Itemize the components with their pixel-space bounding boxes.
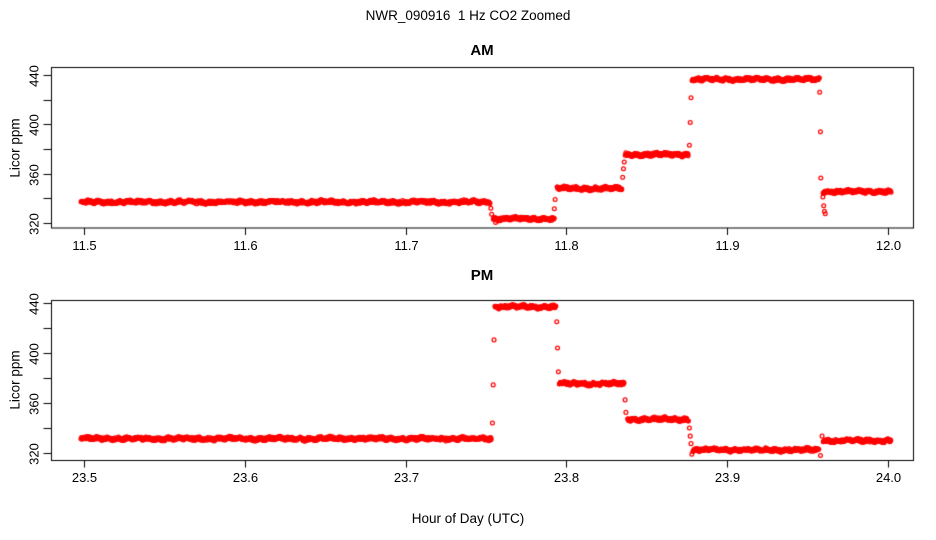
x-axis-label: Hour of Day (UTC) [411, 511, 525, 526]
am-panel-title: AM [470, 42, 494, 59]
y-tick-label: 360 [26, 163, 42, 186]
pm-panel-title: PM [470, 267, 494, 284]
x-tick-label: 12.0 [875, 238, 902, 253]
x-tick-label: 11.9 [715, 238, 740, 253]
x-tick-label: 23.9 [714, 470, 741, 485]
y-tick-label: 320 [26, 212, 42, 235]
x-tick-label: 23.7 [393, 470, 420, 485]
x-tick-label: 23.8 [553, 470, 580, 485]
pm-y-axis-label: Licor ppm [7, 350, 23, 410]
x-tick-label: 11.6 [233, 238, 258, 253]
y-tick-label: 320 [26, 442, 42, 465]
y-tick-label: 440 [26, 64, 42, 87]
y-tick-label: 440 [26, 292, 42, 315]
x-tick-label: 24.0 [875, 470, 902, 485]
x-tick-label: 23.5 [71, 470, 98, 485]
x-tick-label: 11.8 [554, 238, 579, 253]
page-title: NWR_090916 1 Hz CO2 Zoomed [365, 8, 571, 23]
am-y-axis-label: Licor ppm [7, 118, 23, 178]
x-tick-label: 11.7 [394, 238, 419, 253]
x-tick-label: 23.6 [232, 470, 259, 485]
y-tick-label: 400 [26, 113, 42, 136]
y-tick-label: 360 [26, 392, 42, 415]
x-tick-label: 11.5 [72, 238, 97, 253]
y-tick-label: 400 [26, 342, 42, 365]
